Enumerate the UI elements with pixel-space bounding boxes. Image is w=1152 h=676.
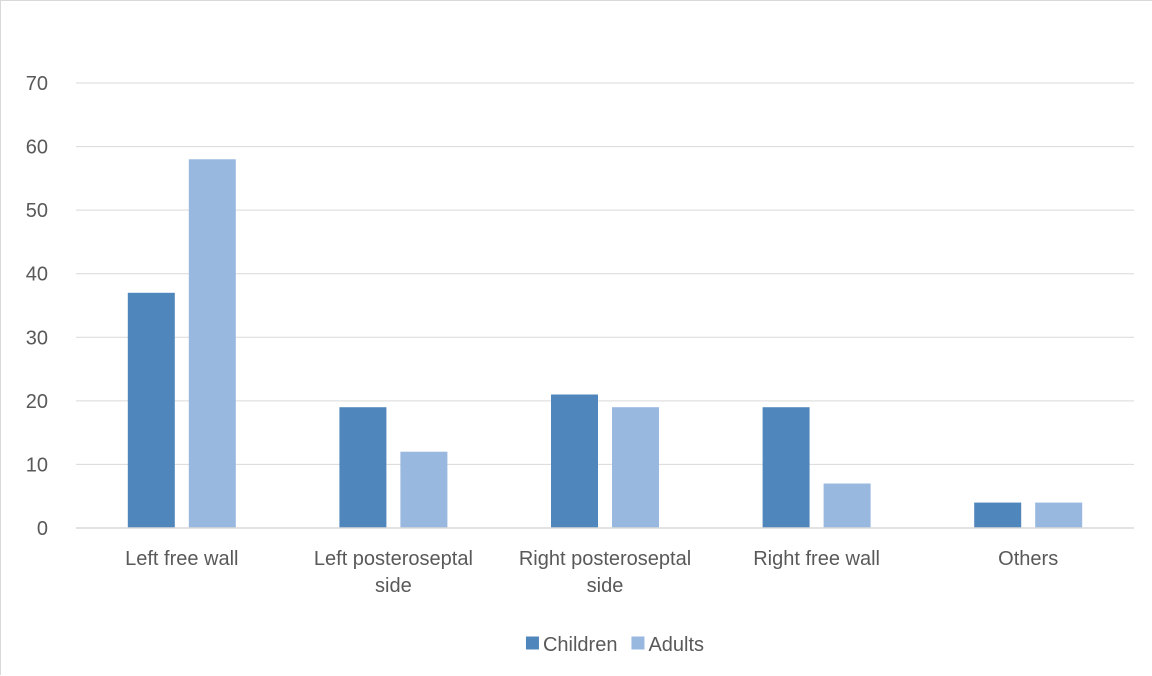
x-tick-label: Right posteroseptal side [519, 548, 691, 597]
bars [127, 159, 1083, 529]
legend-item-adults: Adults [631, 634, 704, 656]
bar-adults-3 [612, 407, 659, 528]
x-axis-tick-labels: Left free wall Left posteroseptal side Righ… [125, 548, 1058, 597]
y-tick-label: 10 [26, 454, 48, 476]
y-tick-label: 60 [26, 137, 48, 159]
y-tick-label: 40 [26, 264, 48, 286]
legend: Children Adults [525, 634, 704, 656]
legend-label: Adults [648, 634, 704, 656]
legend-swatch [525, 636, 539, 650]
y-tick-label: 70 [26, 73, 48, 95]
bar-children-2 [339, 407, 387, 528]
bar-adults-5 [1035, 502, 1083, 528]
legend-swatch [631, 636, 645, 650]
gridlines [76, 82, 1134, 465]
y-tick-label: 0 [37, 518, 48, 540]
legend-label: Children [543, 634, 617, 656]
bar-adults-1 [188, 159, 236, 529]
bar-adults-4 [823, 483, 871, 528]
bar-children-5 [974, 502, 1022, 528]
x-tick-label: Right free wall [753, 548, 880, 570]
x-tick-label: Others [998, 548, 1058, 570]
y-tick-label: 30 [26, 327, 48, 349]
x-tick-label: Left free wall [125, 548, 238, 570]
bar-children-4 [762, 407, 810, 528]
y-tick-label: 20 [26, 391, 48, 413]
y-tick-label: 50 [26, 200, 48, 222]
legend-item-children: Children [525, 634, 617, 656]
bar-children-3 [551, 394, 598, 528]
y-axis-tick-labels: 0 10 20 30 40 50 60 70 [26, 73, 48, 540]
x-tick-label: Left posteroseptal side [314, 548, 473, 597]
bar-children-1 [127, 292, 175, 528]
bar-adults-2 [400, 451, 448, 528]
